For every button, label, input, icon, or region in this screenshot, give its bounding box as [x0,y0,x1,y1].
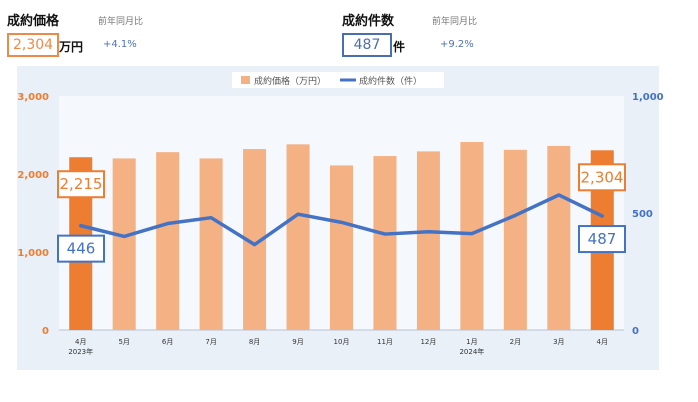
bar [416,151,440,330]
callout-price-first: 2,215 [60,175,103,193]
x-tick-label: 5月 [118,338,129,346]
x-tick-label: 4月 [75,338,86,346]
y-right-tick-label: 1,000 [632,92,664,103]
y-right-tick-label: 0 [632,326,639,337]
line-series-count [78,193,605,247]
legend-background [232,72,444,88]
kpi-count: 成約件数 前年同月比 487 件 +9.2% [342,10,542,60]
kpi-price: 成約価格 前年同月比 2,304 万円 +4.1% [7,10,207,60]
x-tick-label: 6月 [162,338,173,346]
x-tick-label: 11月 [377,338,393,346]
x-tick-label: 1月 [466,338,477,346]
kpi-count-title: 成約件数 [342,14,395,29]
bar [373,156,397,330]
x-tick-label: 2月 [510,338,521,346]
x-tick-label: 10月 [334,338,350,346]
y-left-tick-label: 2,000 [17,170,49,181]
bar [286,144,310,330]
legend-label-count: 成約件数（件） [359,75,422,87]
legend-swatch-price [241,76,250,84]
x-tick-label: 8月 [249,338,260,346]
callout-count-last: 487 [588,230,617,248]
x-year-label: 2023年 [68,347,93,356]
legend-label-price: 成約価格（万円） [254,75,326,87]
kpi-count-unit: 件 [393,40,406,54]
bar [243,149,267,330]
kpi-price-value: 2,304 [7,33,59,57]
kpi-count-delta: +9.2% [440,39,474,50]
kpi-count-caption: 前年同月比 [432,17,478,27]
x-tick-label: 9月 [292,338,303,346]
bar [460,142,484,330]
callout-count-first: 446 [67,240,96,258]
bar [199,158,223,330]
bar [329,165,354,330]
bar [547,145,571,330]
kpi-count-value: 487 [342,33,392,57]
x-tick-label: 4月 [597,338,608,346]
bar [156,152,180,330]
kpi-price-unit: 万円 [59,40,84,54]
y-left-tick-label: 0 [42,326,49,337]
callout-price-first-box [57,170,105,199]
y-right-tick-label: 500 [632,209,653,220]
y-left-tick-label: 1,000 [17,248,49,259]
callout-price-last: 2,304 [581,168,624,186]
callout-count-last-box [578,225,626,254]
x-tick-label: 12月 [420,338,436,346]
kpi-price-caption: 前年同月比 [98,17,144,27]
x-tick-label: 3月 [553,338,564,346]
kpi-price-title: 成約価格 [7,14,60,29]
bar [503,149,527,330]
kpi-price-delta: +4.1% [103,39,137,50]
bar [112,158,136,330]
x-tick-label: 7月 [205,338,216,346]
y-left-tick-label: 3,000 [17,92,49,103]
callout-price-last-box [578,163,626,192]
callout-count-first-box [57,234,105,263]
x-year-label: 2024年 [459,347,484,356]
